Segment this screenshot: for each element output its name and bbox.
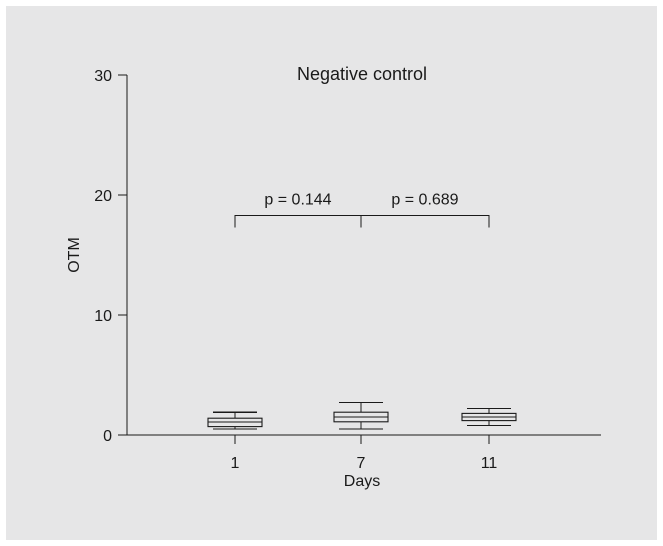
box-plot-11 bbox=[461, 408, 517, 426]
x-tick-label: 11 bbox=[481, 455, 498, 472]
p-value-label: p = 0.689 bbox=[391, 191, 458, 208]
box-plot-7 bbox=[333, 402, 389, 430]
p-value-label: p = 0.144 bbox=[264, 191, 331, 208]
p-value-annotation: p = 0.144 bbox=[234, 191, 362, 228]
y-tick-label: 0 bbox=[103, 428, 112, 445]
x-tick-label: 7 bbox=[357, 455, 366, 472]
x-axis-ticks: 1 7 11 bbox=[231, 435, 498, 472]
y-tick-label: 30 bbox=[94, 68, 112, 85]
significance-bracket bbox=[360, 214, 490, 228]
y-axis-label: OTM bbox=[66, 237, 83, 273]
y-axis-ticks: 0 10 20 30 bbox=[94, 68, 127, 445]
p-value-annotation: p = 0.689 bbox=[360, 191, 490, 228]
box-plot-1 bbox=[207, 411, 263, 430]
y-tick-label: 10 bbox=[94, 308, 112, 325]
x-tick-label: 1 bbox=[231, 455, 240, 472]
chart-title: Negative control bbox=[297, 64, 427, 84]
y-tick-label: 20 bbox=[94, 188, 112, 205]
x-axis-label: Days bbox=[344, 473, 380, 490]
significance-bracket bbox=[234, 214, 362, 228]
significance-annotations: p = 0.144 p = 0.689 bbox=[234, 191, 490, 228]
iqr-box bbox=[207, 417, 263, 428]
figure-background bbox=[6, 6, 657, 540]
box-series bbox=[207, 402, 517, 430]
